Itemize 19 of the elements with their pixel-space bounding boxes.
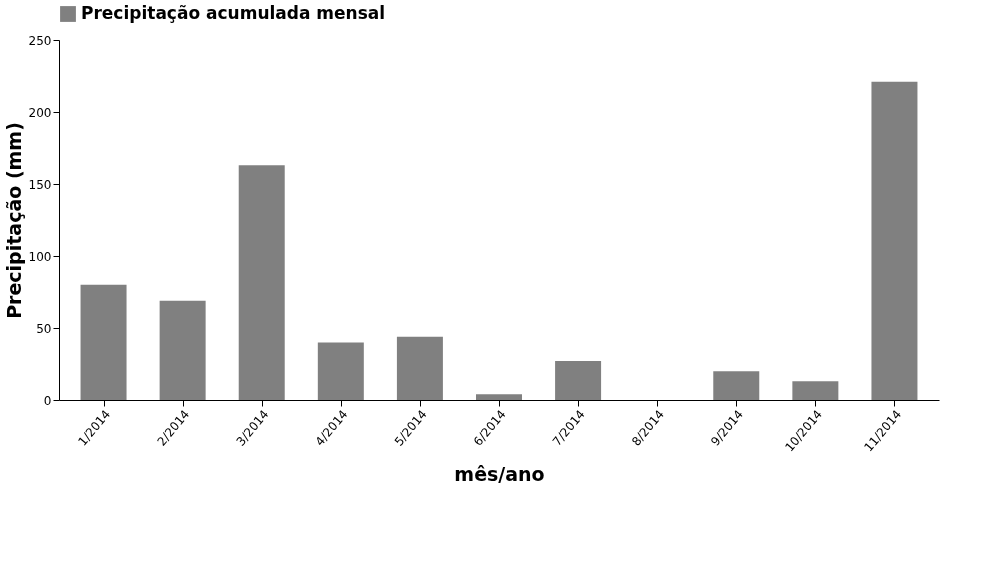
y-axis-title: Precipitação (mm) [2,122,25,319]
x-axis-title: mês/ano [454,462,545,485]
y-tick-label: 0 [43,393,52,408]
bar [871,81,918,400]
bar [238,165,285,400]
y-tick-label: 200 [28,105,52,120]
bar [80,284,127,400]
bar [555,361,602,400]
bar [159,300,206,400]
y-tick-label: 250 [28,33,52,48]
bar [792,381,839,400]
bar [317,342,364,400]
bar [396,336,443,400]
y-tick-label: 50 [36,321,52,336]
bar [476,394,522,400]
y-tick-label: 100 [28,249,52,264]
legend-label: Precipitação acumulada mensal [81,3,386,23]
bar [713,371,760,400]
y-tick-label: 150 [28,177,52,192]
